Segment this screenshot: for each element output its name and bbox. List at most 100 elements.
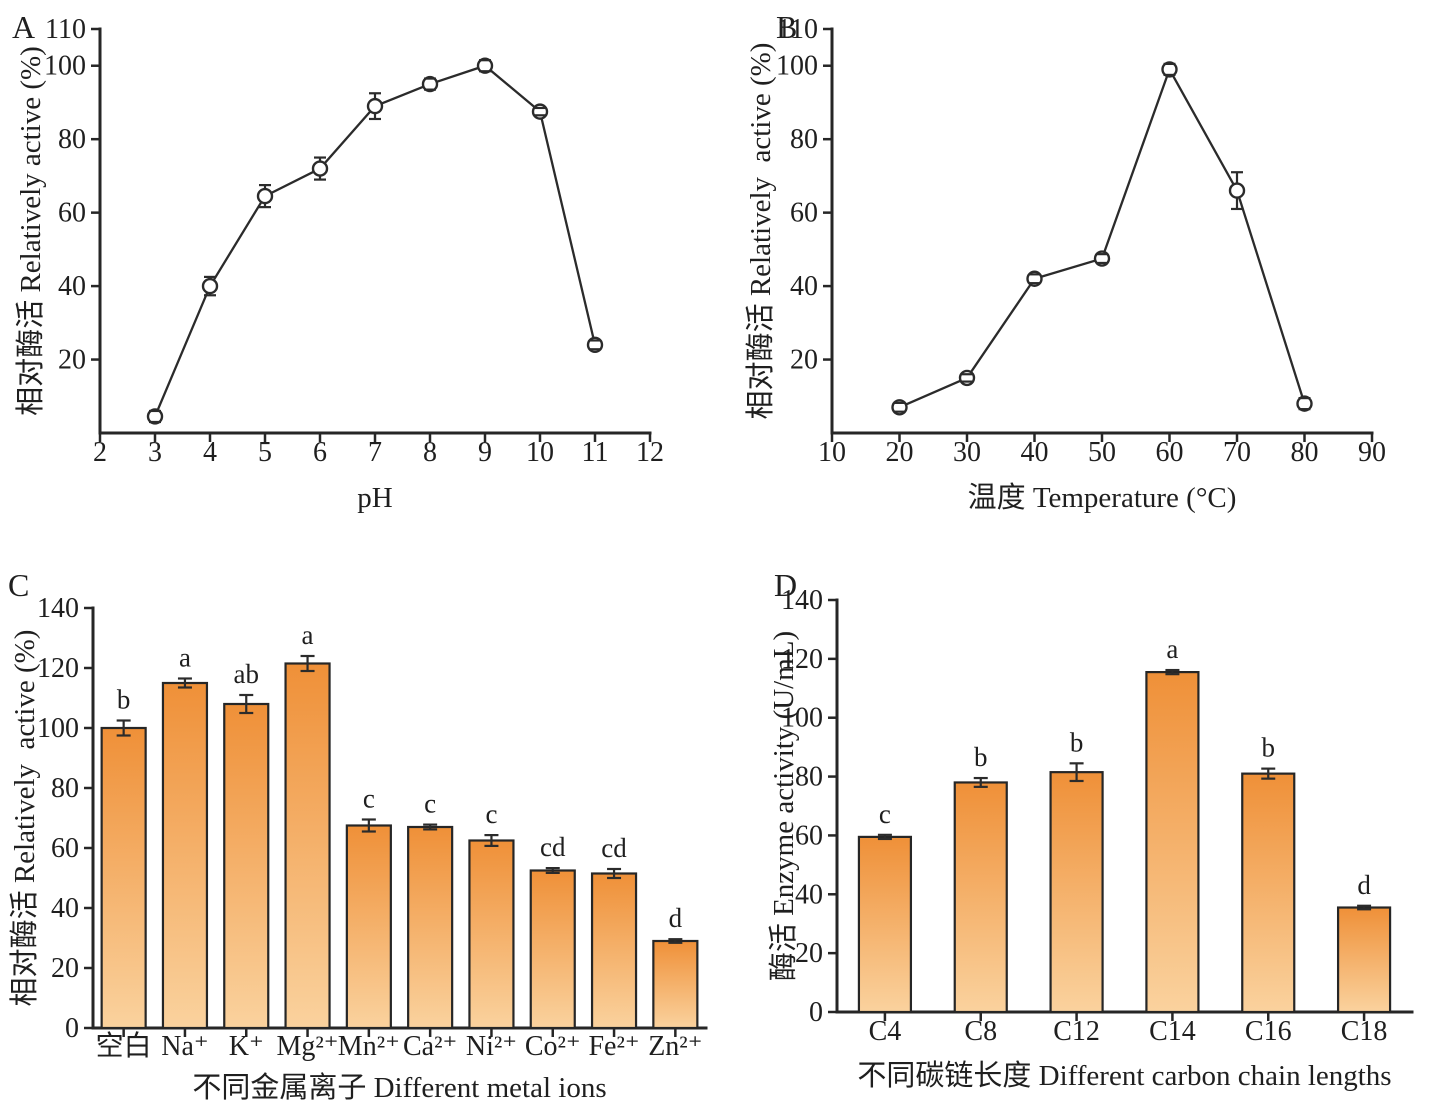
y-tick-label: 20 (51, 953, 79, 984)
x-category-label: C8 (964, 1016, 997, 1047)
y-tick-label: 110 (777, 14, 818, 45)
bar (652, 939, 699, 1030)
y-axis-title: 相对酶活 Relatively active (%) (14, 46, 47, 416)
y-tick-label: 60 (58, 198, 86, 229)
bar (161, 681, 209, 1030)
panel-letter: D (774, 567, 797, 603)
y-tick-label: 110 (45, 14, 86, 45)
data-point-marker (1228, 182, 1246, 199)
panel-b-temperature-line-chart: 20 40 60 80 100 110 10 20 30 40 50 60 70 80 90 温度 Tempe… (715, 0, 1430, 558)
y-tick-label: 140 (37, 593, 79, 624)
x-category-label: Co²⁺ (525, 1031, 581, 1062)
y-tick-label: 40 (790, 271, 818, 302)
x-tick-label: 70 (1223, 437, 1251, 468)
y-tick-label: 80 (795, 762, 823, 793)
x-category-label: Ca²⁺ (403, 1031, 457, 1062)
panel-a-ph-line-chart: 20 40 60 80 100 110 2 3 4 5 6 7 8 9 10 11 12 pH 相对酶活 Relat… (0, 0, 715, 558)
x-tick-label: 12 (636, 437, 664, 468)
data-points-group (146, 57, 604, 425)
chart-C-canvas: 0 20 40 60 80 100 120 140 空白 Na⁺ K⁺ Mg²⁺ Mn²⁺ Ca²⁺ Ni²… (8, 567, 708, 1104)
data-series-line (899, 66, 1306, 409)
y-tick-label: 40 (795, 879, 823, 910)
significance-letters-group: c b b a b d (879, 634, 1371, 900)
data-point-marker (256, 187, 274, 205)
data-point-marker (311, 160, 329, 177)
x-category-label: Na⁺ (161, 1031, 208, 1062)
panel-letter: A (12, 9, 35, 45)
panel-d-carbon-chain-bar-chart: 0 20 40 60 80 100 120 140 C4 C8 C12 C14 C16 C18 c b b a b d… (715, 558, 1430, 1116)
data-point-marker (531, 103, 549, 120)
bar (1241, 772, 1296, 1014)
y-axis-title: 酶活 Enzyme activity (U/mL) (767, 631, 800, 981)
y-tick-label: 40 (51, 893, 79, 924)
y-tick-label: 0 (65, 1013, 79, 1044)
significance-letter: c (485, 799, 497, 829)
x-category-label: Fe²⁺ (588, 1031, 639, 1062)
x-tick-label: 10 (818, 437, 846, 468)
x-tick-label: 6 (313, 437, 327, 468)
significance-letter: b (1262, 733, 1276, 763)
x-category-label: C14 (1149, 1016, 1196, 1047)
x-axis-title: 不同金属离子 Different metal ions (192, 1071, 606, 1104)
x-axis-title: 不同碳链长度 Different carbon chain lengths (857, 1059, 1391, 1092)
x-tick-label: 20 (886, 437, 914, 468)
panel-letter: C (8, 567, 29, 603)
data-point-marker (1161, 61, 1178, 78)
y-tick-label: 80 (790, 124, 818, 155)
bar (953, 781, 1008, 1014)
y-tick-label: 100 (44, 51, 86, 82)
tick-marks-group (84, 606, 677, 1037)
data-point-marker (146, 408, 164, 425)
panel-letter: B (776, 9, 797, 45)
significance-letter: a (1166, 634, 1178, 664)
tick-marks-group (823, 27, 1374, 442)
chart-B-canvas: 20 40 60 80 100 110 10 20 30 40 50 60 70 80 90 温度 Tempe… (744, 9, 1386, 514)
x-category-label: Ni²⁺ (466, 1031, 517, 1062)
axes-group (835, 598, 1414, 1014)
significance-letter: cd (601, 833, 627, 863)
data-point-marker (201, 277, 219, 295)
data-point-marker (476, 57, 494, 74)
y-tick-label: 100 (776, 51, 818, 82)
x-axis-title: 温度 Temperature (°C) (968, 481, 1237, 514)
data-point-marker (958, 369, 976, 387)
significance-letter: ab (234, 659, 259, 689)
tick-marks-group (91, 27, 652, 442)
y-tick-label: 60 (790, 198, 818, 229)
data-point-marker (1296, 395, 1313, 412)
x-category-label: C18 (1341, 1016, 1388, 1047)
bar (223, 702, 270, 1030)
y-tick-label: 20 (795, 938, 823, 969)
panel-c-metal-ions-bar-chart: 0 20 40 60 80 100 120 140 空白 Na⁺ K⁺ Mg²⁺ Mn²⁺ Ca²⁺ Ni²… (0, 558, 715, 1116)
significance-letter: cd (540, 832, 566, 862)
significance-letter: b (117, 685, 131, 715)
x-category-label: 空白 (96, 1030, 152, 1062)
x-tick-label: 3 (148, 437, 162, 468)
y-tick-label: 120 (781, 644, 823, 675)
data-points-group (891, 61, 1313, 416)
significance-letters-group: b a ab a c c c cd cd d (117, 620, 683, 933)
x-axis-title: pH (357, 482, 393, 514)
significance-letter: c (879, 799, 891, 829)
y-axis-title: 相对酶活 Relatively active (%) (8, 630, 41, 1007)
error-bars-group (153, 60, 597, 422)
x-category-label: C4 (869, 1016, 902, 1047)
x-tick-label: 7 (368, 437, 382, 468)
x-category-label: Mn²⁺ (338, 1031, 400, 1062)
bar (590, 872, 638, 1030)
x-tick-label: 10 (526, 437, 554, 468)
x-tick-label: 9 (478, 437, 492, 468)
x-tick-label: 40 (1021, 437, 1049, 468)
tick-marks-group (828, 598, 1366, 1021)
x-tick-label: 4 (203, 437, 217, 468)
tick-labels-group: 0 20 40 60 80 100 120 140 空白 Na⁺ K⁺ Mg²⁺ Mn²⁺ Ca²⁺ Ni²… (37, 593, 702, 1062)
x-tick-label: 50 (1088, 437, 1116, 468)
x-category-label: C16 (1245, 1016, 1292, 1047)
x-tick-label: 2 (93, 437, 107, 468)
x-tick-label: 30 (953, 437, 981, 468)
bar (284, 662, 331, 1030)
x-tick-label: 5 (258, 437, 272, 468)
x-category-label: Zn²⁺ (648, 1031, 702, 1062)
x-tick-label: 80 (1291, 437, 1319, 468)
